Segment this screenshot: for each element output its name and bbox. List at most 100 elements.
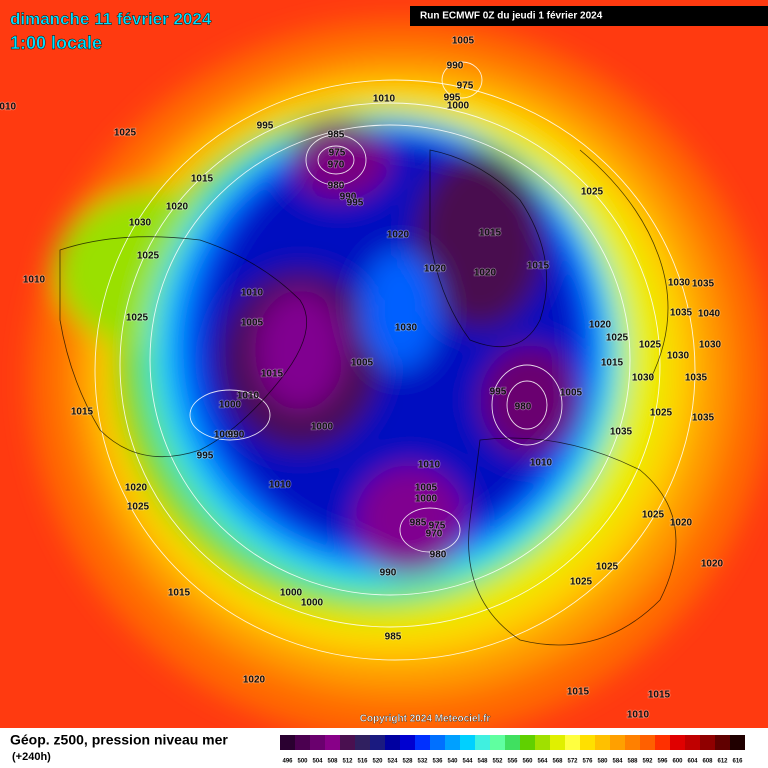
legend-swatch bbox=[355, 735, 370, 750]
pressure-label: 1030 bbox=[632, 373, 655, 384]
legend-swatch bbox=[565, 735, 580, 750]
pressure-label: 1020 bbox=[424, 264, 447, 275]
pressure-label: 1020 bbox=[125, 483, 148, 494]
legend-swatch bbox=[400, 735, 415, 750]
pressure-label: 1015 bbox=[479, 228, 502, 239]
legend-swatch bbox=[280, 735, 295, 750]
legend-swatch bbox=[490, 735, 505, 750]
legend-label: 556 bbox=[507, 759, 518, 765]
pressure-label: 1000 bbox=[219, 400, 242, 411]
pressure-label: 1030 bbox=[395, 323, 418, 334]
legend-swatch bbox=[295, 735, 310, 750]
pressure-label: 1020 bbox=[701, 559, 724, 570]
pressure-label: 1025 bbox=[581, 187, 604, 198]
pressure-label: 1010 bbox=[627, 710, 650, 721]
legend-label: 516 bbox=[357, 759, 368, 765]
pressure-label: 1020 bbox=[589, 320, 612, 331]
pressure-label: 975 bbox=[329, 148, 346, 159]
pressure-label: 1020 bbox=[387, 230, 410, 241]
legend-label: 544 bbox=[462, 759, 473, 765]
legend-label: 584 bbox=[612, 759, 623, 765]
pressure-label: 1005 bbox=[415, 483, 438, 494]
legend-swatch bbox=[340, 735, 355, 750]
legend-swatch bbox=[595, 735, 610, 750]
pressure-label: 1035 bbox=[692, 279, 715, 290]
pressure-label: 1035 bbox=[692, 413, 715, 424]
legend-label: 536 bbox=[432, 759, 443, 765]
legend-label: 592 bbox=[642, 759, 653, 765]
pressure-label: 1015 bbox=[261, 369, 284, 380]
legend-label: 616 bbox=[732, 759, 743, 765]
legend-label: 552 bbox=[492, 759, 503, 765]
pressure-label: 1010 bbox=[237, 391, 260, 402]
legend-label: 588 bbox=[627, 759, 638, 765]
pressure-label: 1035 bbox=[685, 373, 708, 384]
pressure-label: 1030 bbox=[668, 278, 691, 289]
pressure-label: 1030 bbox=[667, 351, 690, 362]
pressure-label: 1000 bbox=[280, 588, 303, 599]
pressure-label: 980 bbox=[430, 550, 447, 561]
pressure-label: 985 bbox=[385, 632, 402, 643]
legend-label: 496 bbox=[282, 759, 293, 765]
pressure-label: 1020 bbox=[474, 268, 497, 279]
legend-swatch bbox=[700, 735, 715, 750]
pressure-label: 1035 bbox=[670, 308, 693, 319]
legend-label: 572 bbox=[567, 759, 578, 765]
footer-title: Géop. z500, pression niveau mer bbox=[10, 732, 228, 748]
run-box bbox=[410, 6, 768, 26]
legend-swatch bbox=[535, 735, 550, 750]
pressure-label: 980 bbox=[328, 181, 345, 192]
legend-label: 532 bbox=[417, 759, 428, 765]
legend-label: 508 bbox=[327, 759, 338, 765]
legend-label: 504 bbox=[312, 759, 323, 765]
pressure-label: 1015 bbox=[601, 358, 624, 369]
pressure-label: 1025 bbox=[650, 408, 673, 419]
pressure-label: 970 bbox=[426, 529, 443, 540]
local-time: 1:00 locale bbox=[10, 33, 102, 53]
pressure-label: 1030 bbox=[129, 218, 152, 229]
legend-label: 604 bbox=[687, 759, 698, 765]
legend-swatch bbox=[715, 735, 730, 750]
pressure-label: 1010 bbox=[269, 480, 292, 491]
pressure-label: 1010 bbox=[241, 288, 264, 299]
pressure-label: 985 bbox=[328, 130, 345, 141]
pressure-label: 990 bbox=[447, 61, 464, 72]
pressure-label: 1005 bbox=[241, 318, 264, 329]
pressure-label: 1000 bbox=[214, 430, 237, 441]
legend-label: 528 bbox=[402, 759, 413, 765]
pressure-label: 970 bbox=[328, 160, 345, 171]
pressure-label: 1015 bbox=[648, 690, 671, 701]
pressure-label: 1015 bbox=[567, 687, 590, 698]
pressure-label: 995 bbox=[197, 451, 214, 462]
legend-label: 560 bbox=[522, 759, 533, 765]
pressure-label: 985 bbox=[410, 518, 427, 529]
legend-swatch bbox=[625, 735, 640, 750]
pressure-label: 1010 bbox=[530, 458, 553, 469]
pressure-label: 1020 bbox=[243, 675, 266, 686]
isobars bbox=[94, 61, 696, 661]
pressure-label: 1010 bbox=[418, 460, 441, 471]
pressure-label: 1025 bbox=[570, 577, 593, 588]
pressure-label: 1010 bbox=[0, 102, 17, 113]
pressure-label: 1025 bbox=[127, 502, 150, 513]
legend-swatch bbox=[610, 735, 625, 750]
pressure-label: 995 bbox=[490, 387, 507, 398]
pressure-label: 1025 bbox=[596, 562, 619, 573]
legend-swatch bbox=[325, 735, 340, 750]
legend-swatch bbox=[505, 735, 520, 750]
legend-label: 608 bbox=[702, 759, 713, 765]
legend-label: 512 bbox=[342, 759, 353, 765]
legend-swatch bbox=[475, 735, 490, 750]
date: dimanche 11 février 2024 bbox=[10, 9, 212, 28]
pressure-label: 1000 bbox=[447, 101, 470, 112]
legend-label: 576 bbox=[582, 759, 593, 765]
pressure-label: 980 bbox=[515, 402, 532, 413]
pressure-label: 1025 bbox=[606, 333, 629, 344]
pressure-label: 1015 bbox=[527, 261, 550, 272]
pressure-label: 1005 bbox=[560, 388, 583, 399]
legend-label: 580 bbox=[597, 759, 608, 765]
legend-swatch bbox=[385, 735, 400, 750]
pressure-label: 1010 bbox=[23, 275, 46, 286]
